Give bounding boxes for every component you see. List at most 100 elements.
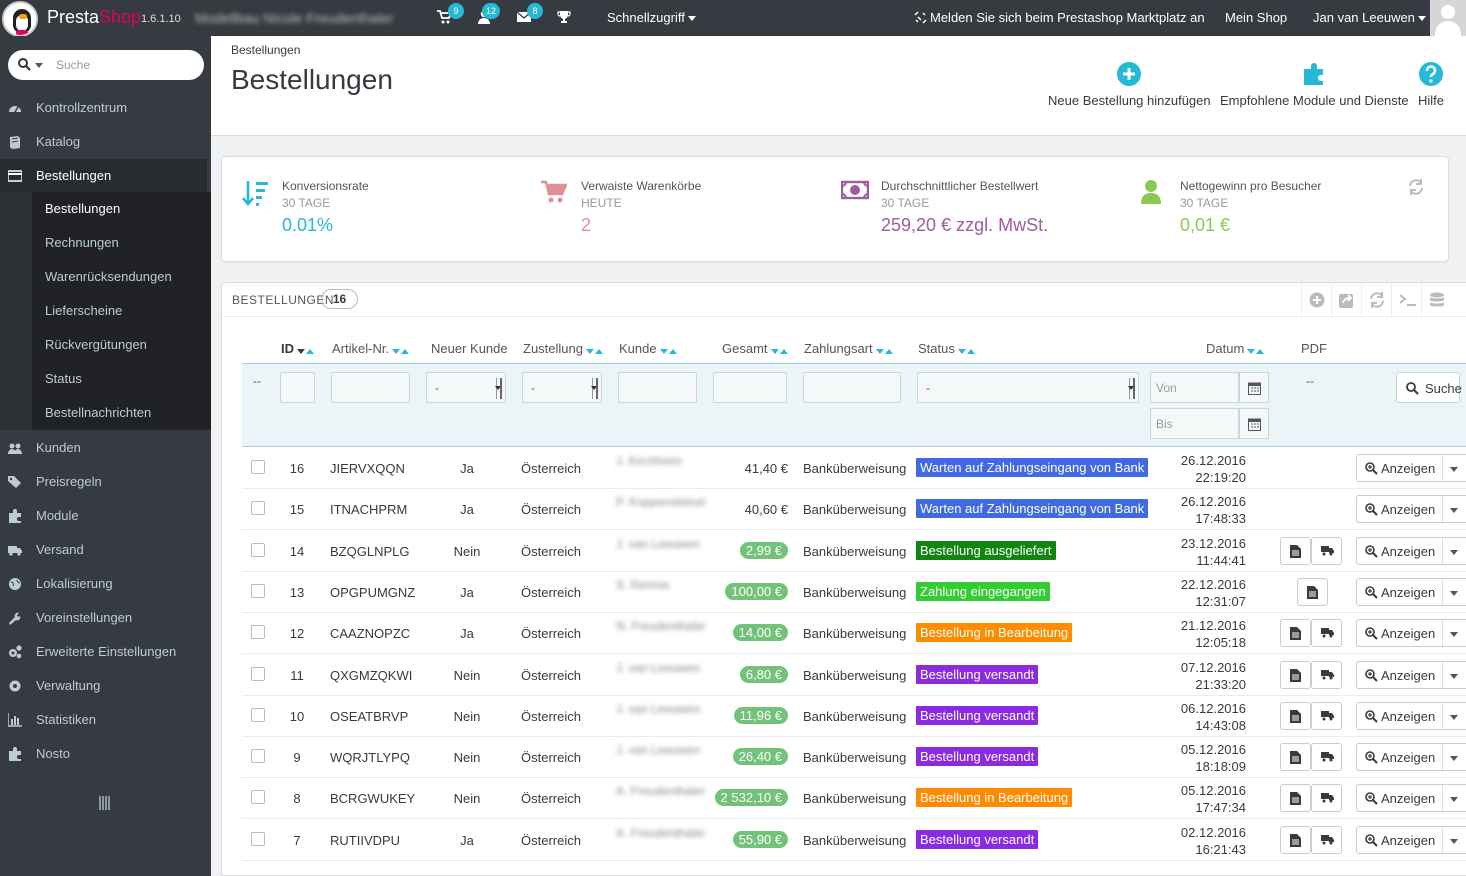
submenu-item-invoices[interactable]: Rechnungen <box>32 226 211 260</box>
chevron-down-icon[interactable] <box>1450 549 1458 555</box>
sidebar-item-advanced-settings[interactable]: Erweiterte Einstellungen <box>0 635 211 669</box>
view-order-button[interactable]: Anzeigen <box>1356 784 1466 814</box>
sort-icon[interactable] <box>659 342 678 357</box>
view-order-button[interactable]: Anzeigen <box>1356 495 1466 525</box>
filter-search-button[interactable]: Suche <box>1396 372 1462 403</box>
view-order-button[interactable]: Anzeigen <box>1356 660 1466 690</box>
row-checkbox[interactable] <box>251 707 265 722</box>
column-header-total[interactable]: Gesamt <box>722 341 789 357</box>
sort-icon[interactable] <box>957 342 976 357</box>
chevron-down-icon[interactable] <box>1450 467 1458 472</box>
user-menu[interactable]: Jan van Leeuwen <box>1313 10 1426 25</box>
invoice-pdf-button[interactable] <box>1280 825 1311 854</box>
chevron-down-icon[interactable] <box>1450 797 1458 803</box>
filter-payment-input[interactable] <box>803 372 901 403</box>
add-new-button[interactable] <box>1301 283 1331 317</box>
sidebar-item-administration[interactable]: Verwaltung <box>0 669 211 703</box>
table-row[interactable]: 9 WQRJTLYPQ Nein Österreich J. van Leeuwen 26… <box>242 737 1466 779</box>
sidebar-item-localization[interactable]: Lokalisierung <box>0 567 211 601</box>
column-header-reference[interactable]: Artikel-Nr. <box>332 341 410 357</box>
filter-status-select[interactable]: - <box>917 372 1139 403</box>
sort-icon[interactable] <box>875 342 894 357</box>
chevron-down-icon[interactable] <box>1450 838 1458 844</box>
submenu-item-returns[interactable]: Warenrücksendungen <box>32 260 211 294</box>
shop-name[interactable]: Modellbau Nicole Freudenthaler <box>195 10 394 26</box>
column-header-payment[interactable]: Zahlungsart <box>804 341 894 357</box>
delivery-slip-button[interactable] <box>1311 784 1342 813</box>
filter-total-input[interactable] <box>713 372 787 403</box>
sidebar-item-preferences[interactable]: Voreinstellungen <box>0 601 211 635</box>
filter-date-from-input[interactable]: Von <box>1150 372 1239 403</box>
table-row[interactable]: 12 CAAZNOPZC Ja Österreich N. Freudenthaler 1… <box>242 613 1466 655</box>
filter-delivery-select[interactable]: - <box>522 372 602 403</box>
table-row[interactable]: 8 BCRGWUKEY Nein Österreich A. Freudenthaler… <box>242 778 1466 820</box>
delivery-slip-button[interactable] <box>1311 660 1342 689</box>
column-header-customer[interactable]: Kunde <box>619 341 678 357</box>
chevron-down-icon[interactable] <box>1450 590 1458 596</box>
table-row[interactable]: 13 OPGPUMGNZ Ja Österreich S. Renner 100,00 €… <box>242 572 1466 613</box>
sort-icon[interactable] <box>392 342 410 357</box>
marketplace-link[interactable]: Melden Sie sich beim Prestashop Marktpla… <box>914 10 1205 25</box>
sidebar-item-stats[interactable]: Statistiken <box>0 703 211 737</box>
calendar-from-button[interactable] <box>1239 372 1269 403</box>
refresh-list-button[interactable] <box>1361 283 1391 317</box>
row-checkbox[interactable] <box>251 749 265 764</box>
filter-id-input[interactable] <box>280 372 315 403</box>
sidebar-item-orders[interactable]: Bestellungen <box>0 159 207 193</box>
sidebar-item-customers[interactable]: Kunden <box>0 431 211 465</box>
recommended-modules-button[interactable]: Empfohlene Module und Dienste <box>1220 61 1409 108</box>
search-input[interactable] <box>56 56 196 74</box>
sidebar-item-price-rules[interactable]: Preisregeln <box>0 465 211 499</box>
chevron-down-icon[interactable] <box>1450 632 1458 638</box>
submenu-item-statuses[interactable]: Status <box>32 362 211 396</box>
invoice-pdf-button[interactable] <box>1280 784 1311 813</box>
chevron-down-icon[interactable] <box>1450 756 1458 762</box>
row-checkbox[interactable] <box>251 460 265 474</box>
row-checkbox[interactable] <box>251 542 265 557</box>
column-header-date[interactable]: Datum <box>1206 341 1265 357</box>
sort-icon[interactable] <box>297 342 315 357</box>
row-checkbox[interactable] <box>251 666 265 681</box>
view-order-button[interactable]: Anzeigen <box>1356 577 1466 607</box>
view-order-button[interactable]: Anzeigen <box>1356 743 1466 773</box>
invoice-pdf-button[interactable] <box>1280 619 1311 648</box>
chevron-down-icon[interactable] <box>1450 508 1458 514</box>
delivery-slip-button[interactable] <box>1311 619 1342 648</box>
delivery-slip-button[interactable] <box>1311 825 1342 854</box>
row-checkbox[interactable] <box>251 790 265 805</box>
sidebar-item-shipping[interactable]: Versand <box>0 533 211 567</box>
sql-manager-button[interactable] <box>1421 283 1451 317</box>
filter-date-to-input[interactable]: Bis <box>1150 408 1239 439</box>
sort-icon[interactable] <box>585 342 604 357</box>
table-row[interactable]: 10 OSEATBRVP Nein Österreich J. van Leeuwen 1… <box>242 696 1466 737</box>
invoice-pdf-button[interactable] <box>1297 577 1328 606</box>
add-order-button[interactable]: Neue Bestellung hinzufügen <box>1048 61 1211 108</box>
sort-icon[interactable] <box>1247 342 1265 357</box>
delivery-slip-button[interactable] <box>1311 743 1342 772</box>
table-row[interactable]: 16 JIERVXQQN Ja Österreich J. Kirchheim 41,40… <box>242 448 1466 489</box>
sidebar-item-catalog[interactable]: Katalog <box>0 125 211 159</box>
quick-access-menu[interactable]: Schnellzugriff <box>607 10 696 25</box>
table-row[interactable]: 15 ITNACHPRM Ja Österreich P. Koppensteiner 4… <box>242 489 1466 531</box>
sidebar-item-modules[interactable]: Module <box>0 499 211 533</box>
chevron-down-icon[interactable] <box>1450 673 1458 679</box>
delivery-slip-button[interactable] <box>1311 701 1342 730</box>
view-order-button[interactable]: Anzeigen <box>1356 619 1466 649</box>
row-checkbox[interactable] <box>251 501 265 516</box>
row-checkbox[interactable] <box>251 831 265 846</box>
sidebar-item-nosto[interactable]: Nosto <box>0 737 211 771</box>
chevron-down-icon[interactable] <box>1450 714 1458 720</box>
help-button[interactable]: Hilfe <box>1418 61 1444 108</box>
filter-customer-input[interactable] <box>618 372 697 403</box>
table-row[interactable]: 7 RUTIIVDPU Ja Österreich A. Freudenthaler 55… <box>242 820 1466 861</box>
submenu-item-orders[interactable]: Bestellungen <box>32 192 211 226</box>
filter-new-customer-select[interactable]: - <box>426 372 506 403</box>
prestashop-logo[interactable] <box>2 1 38 37</box>
sql-query-button[interactable] <box>1391 283 1421 317</box>
avatar[interactable] <box>1430 0 1466 36</box>
breadcrumb[interactable]: Bestellungen <box>231 43 301 57</box>
view-order-button[interactable]: Anzeigen <box>1356 536 1466 566</box>
brand-name[interactable]: PrestaShop <box>47 7 142 27</box>
invoice-pdf-button[interactable] <box>1280 743 1311 772</box>
filter-reference-input[interactable] <box>331 372 410 403</box>
